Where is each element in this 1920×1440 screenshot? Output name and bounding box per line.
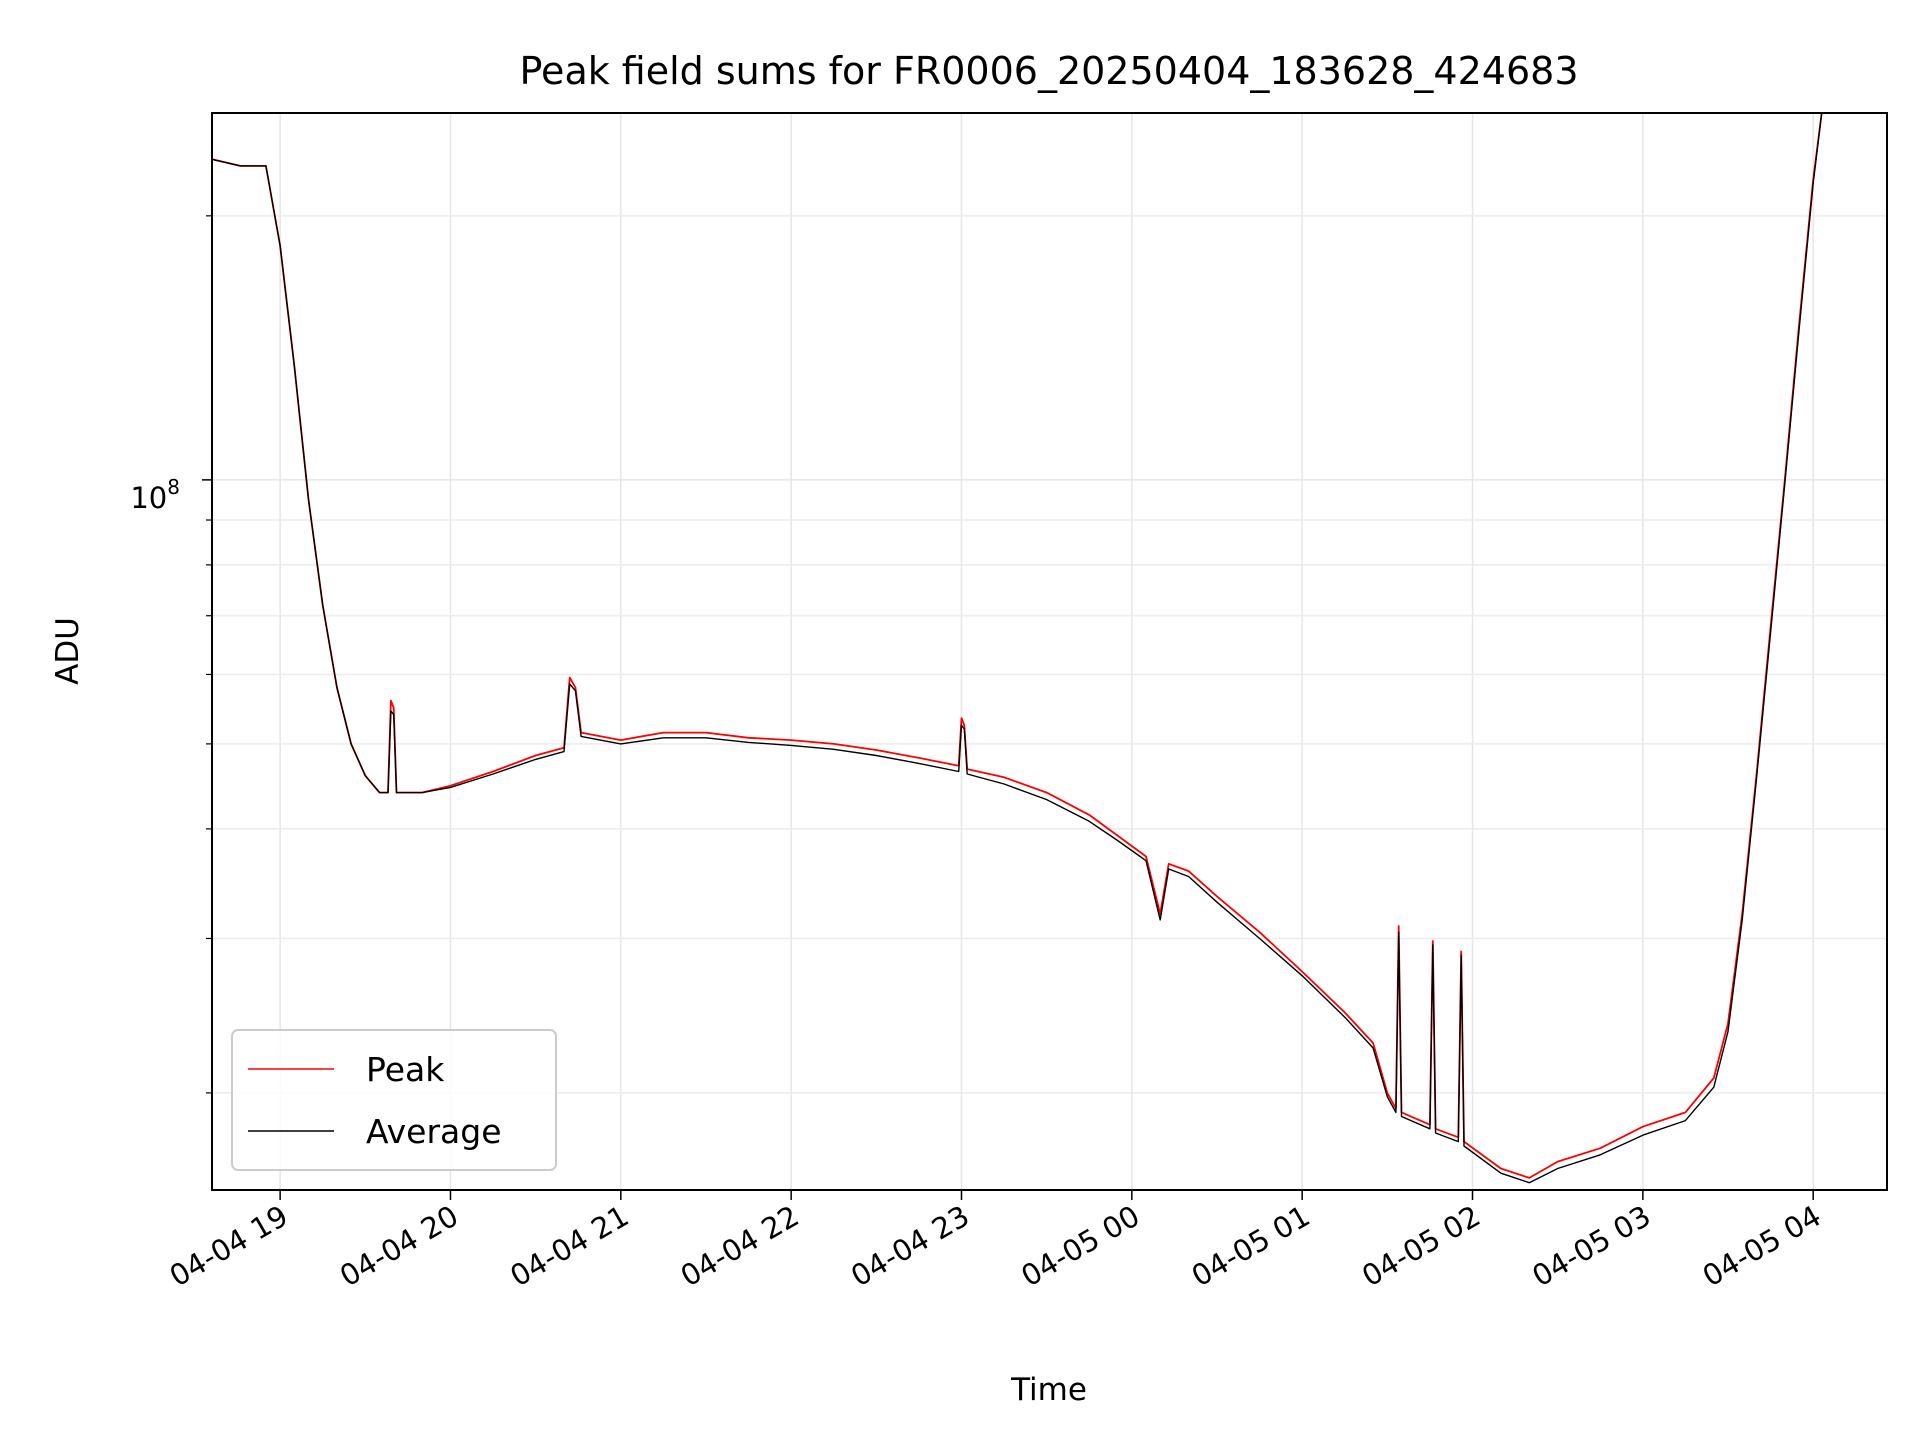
y-tick-label-major: 108 bbox=[130, 475, 180, 515]
legend-label-peak: Peak bbox=[366, 1050, 445, 1089]
legend: Peak Average bbox=[231, 1029, 557, 1171]
x-axis-title: Time bbox=[1010, 1372, 1087, 1408]
y-tick-base: 10 bbox=[130, 481, 167, 515]
y-axis-title: ADU bbox=[50, 617, 86, 685]
legend-label-average: Average bbox=[366, 1112, 502, 1151]
grid bbox=[212, 113, 1887, 1190]
y-tick-exponent: 8 bbox=[167, 475, 180, 499]
plot-frame bbox=[211, 112, 1888, 1191]
series-line-peak bbox=[211, 112, 1823, 1179]
chart-title: Peak field sums for FR0006_20250404_1836… bbox=[520, 49, 1579, 93]
series-line-average bbox=[211, 112, 1823, 1184]
plot-lines bbox=[211, 112, 1823, 1184]
legend-box bbox=[231, 1029, 557, 1171]
